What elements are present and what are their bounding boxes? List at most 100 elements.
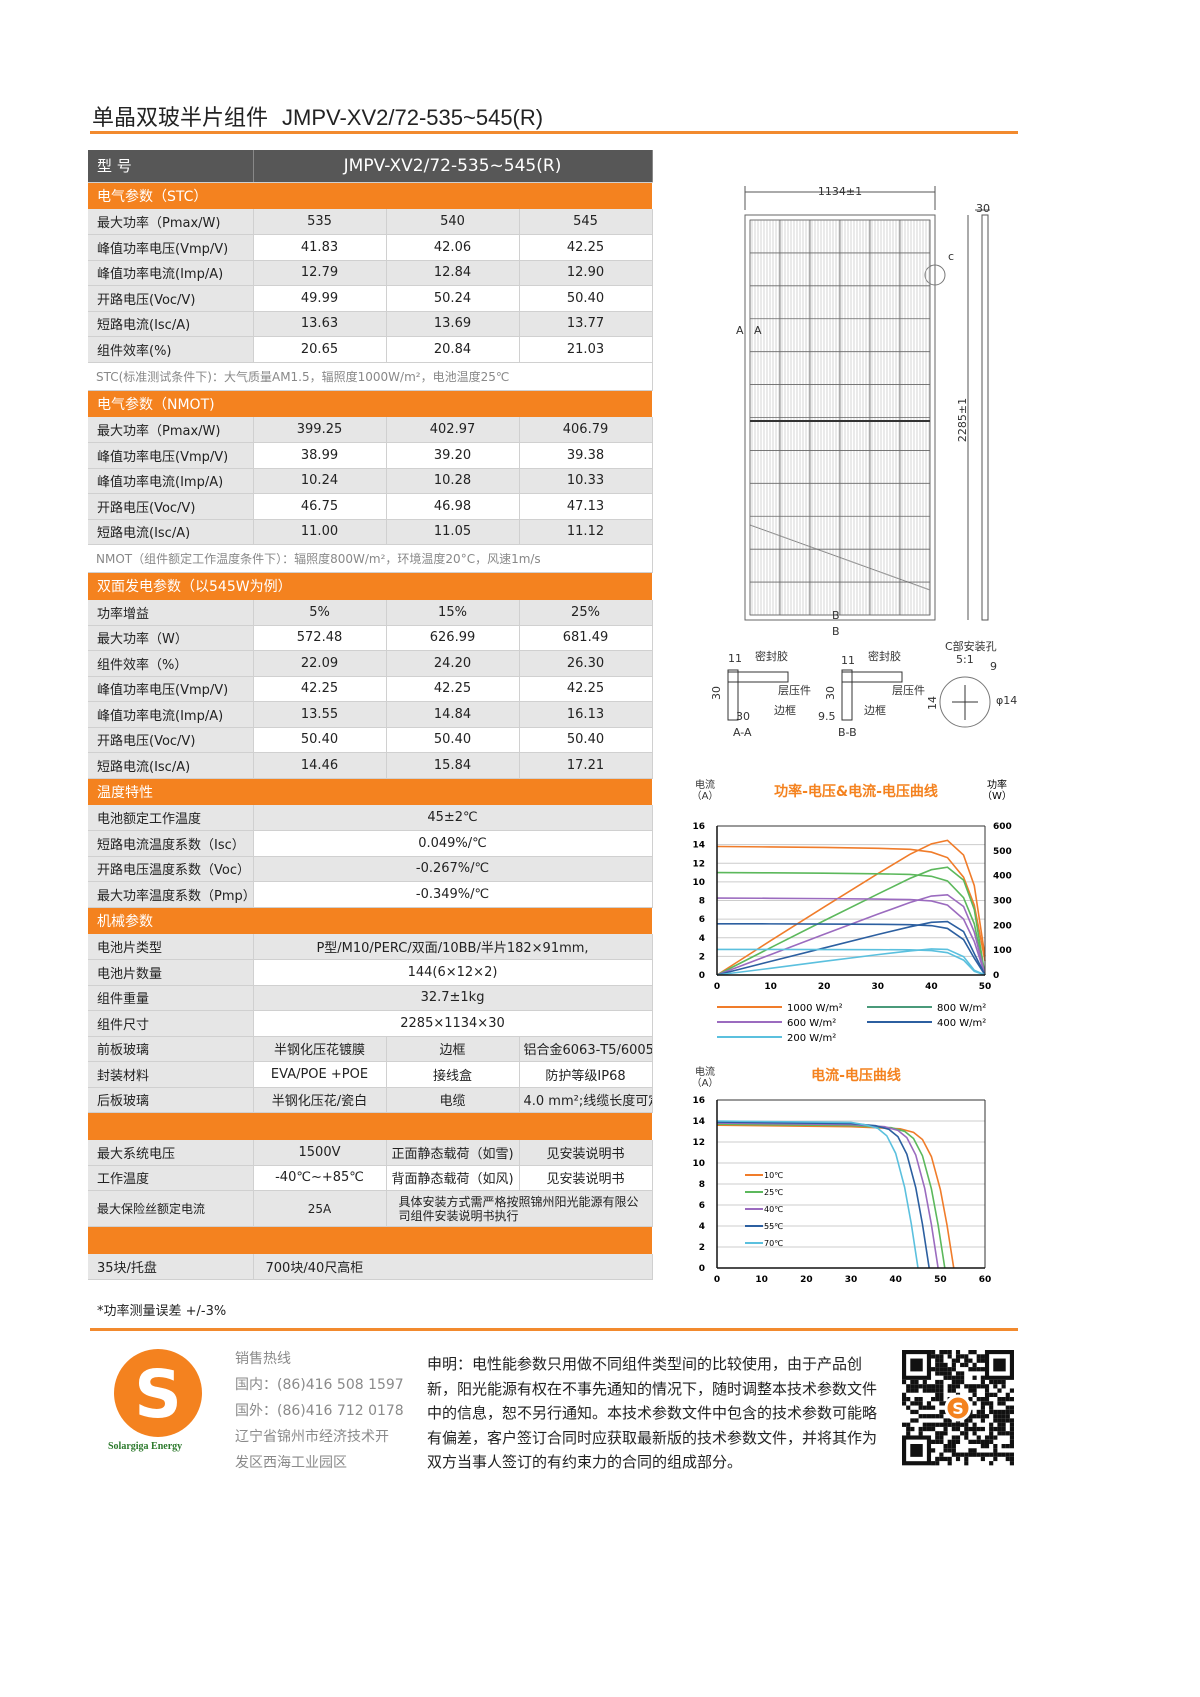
y-tick-label: 16 bbox=[692, 822, 705, 832]
cell-value: 38.99 bbox=[253, 442, 387, 469]
cell-value: 50.24 bbox=[386, 285, 520, 312]
y-tick-label: 0 bbox=[699, 1264, 705, 1274]
chart-title: 电流-电压曲线 bbox=[811, 1067, 901, 1084]
footnote: *功率测量误差 +/-3% bbox=[97, 1304, 227, 1319]
row-label: 峰值功率电压(Vmp/V) bbox=[88, 676, 254, 702]
cell-value: 11.05 bbox=[386, 519, 520, 545]
cell-value: 13.55 bbox=[253, 701, 387, 728]
section-a-left: A bbox=[736, 324, 744, 337]
row-label: 工作温度 bbox=[88, 1165, 254, 1191]
section-a-right: A bbox=[754, 324, 762, 337]
legend-label: 200 W/m² bbox=[787, 1033, 836, 1044]
foreign-phone: 国外：(86)416 712 0178 bbox=[235, 1403, 404, 1419]
cell-value: 16.13 bbox=[519, 701, 653, 728]
x-tick-label: 10 bbox=[755, 1275, 768, 1285]
table-row: 峰值功率电压(Vmp/V) 42.25 42.25 42.25 bbox=[88, 676, 653, 702]
table-row: 封装材料 EVA/POE +POE 接线盒 防护等级IP68 bbox=[88, 1061, 653, 1088]
cell-value: 15.84 bbox=[386, 752, 520, 779]
bb-label: B-B bbox=[838, 726, 857, 739]
bb-height: 30 bbox=[824, 686, 837, 700]
iv-curve bbox=[716, 1123, 946, 1269]
row-label: 开路电压(Voc/V) bbox=[88, 285, 254, 312]
power-curve bbox=[716, 866, 986, 976]
table-row: 峰值功率电流(Imp/A) 10.24 10.28 10.33 bbox=[88, 468, 653, 494]
cell-value: 温度特性 bbox=[88, 778, 653, 805]
cc-d1: 9 bbox=[990, 660, 997, 673]
cell-value: 406.79 bbox=[519, 417, 653, 443]
cell-value: 399.25 bbox=[253, 417, 387, 443]
cell-value: 50.40 bbox=[386, 727, 520, 753]
cc-title: C部安装孔 bbox=[945, 639, 997, 653]
y-tick-label: 12 bbox=[692, 1138, 705, 1148]
cell-value: 42.25 bbox=[519, 676, 653, 702]
x-tick-label: 40 bbox=[925, 982, 938, 992]
y2-tick-label: 0 bbox=[993, 971, 999, 981]
y2-axis-unit: （W） bbox=[982, 790, 1012, 802]
row-label: 峰值功率电压(Vmp/V) bbox=[88, 442, 254, 469]
table-row: 最大功率（Pmax/W) 399.25 402.97 406.79 bbox=[88, 417, 653, 443]
cell-value: 25% bbox=[519, 599, 653, 626]
cell-value: 防护等级IP68 bbox=[519, 1061, 653, 1088]
cell-value: NMOT（组件额定工作温度条件下）：辐照度800W/m²，环境温度20°C，风速… bbox=[88, 544, 653, 573]
cc-d2: 14 bbox=[926, 696, 939, 710]
legend-label: 40℃ bbox=[764, 1205, 783, 1214]
row-label: 组件尺寸 bbox=[88, 1010, 254, 1037]
table-row: 电池额定工作温度 45±2℃ bbox=[88, 805, 653, 831]
legend-label: 600 W/m² bbox=[787, 1018, 836, 1029]
legend-label: 70℃ bbox=[764, 1239, 783, 1248]
y-tick-label: 12 bbox=[692, 859, 705, 869]
table-row: 峰值功率电压(Vmp/V) 41.83 42.06 42.25 bbox=[88, 234, 653, 261]
detail-c-label: c bbox=[948, 250, 954, 263]
row-label: 35块/托盘 bbox=[88, 1253, 254, 1280]
cell-value: 13.69 bbox=[386, 311, 520, 337]
y2-tick-label: 300 bbox=[993, 897, 1012, 907]
bb-depth: 9.5 bbox=[818, 710, 836, 723]
row-label: 组件重量 bbox=[88, 985, 254, 1011]
y2-tick-label: 400 bbox=[993, 872, 1012, 882]
cell-value: 32.7±1kg bbox=[253, 985, 653, 1011]
x-tick-label: 60 bbox=[979, 1275, 992, 1285]
y-tick-label: 10 bbox=[692, 1159, 705, 1169]
power-curve bbox=[716, 893, 986, 976]
iv-curve bbox=[716, 1124, 955, 1269]
x-tick-label: 30 bbox=[845, 1275, 858, 1285]
row-label: 组件效率（%） bbox=[88, 650, 254, 677]
row-label: 电池片类型 bbox=[88, 934, 254, 960]
row-label: 最大功率（Pmax/W) bbox=[88, 209, 254, 235]
cell-value: 半钢化压花/瓷白 bbox=[253, 1087, 387, 1113]
cell-value: 半钢化压花镀膜 bbox=[253, 1036, 387, 1062]
qr-code[interactable]: S bbox=[902, 1350, 1014, 1466]
table-row: 最大功率温度系数（Pmp） -0.349%/℃ bbox=[88, 881, 653, 908]
row-label: 电池额定工作温度 bbox=[88, 805, 254, 831]
cell-value bbox=[88, 1112, 653, 1140]
section-header bbox=[88, 1112, 653, 1140]
table-row: 组件尺寸 2285×1134×30 bbox=[88, 1010, 653, 1037]
row-label: 短路电流(Isc/A) bbox=[88, 519, 254, 545]
aa-depth: 30 bbox=[736, 710, 750, 723]
row-label: 电池片数量 bbox=[88, 959, 254, 986]
table-row: 组件效率（%） 22.09 24.20 26.30 bbox=[88, 650, 653, 677]
cell-value: 20.84 bbox=[386, 336, 520, 363]
cell-value: 572.48 bbox=[253, 625, 387, 651]
current-curve bbox=[716, 897, 986, 976]
cell-value: 接线盒 bbox=[386, 1061, 520, 1088]
cell-value: 双面发电参数（以545W为例） bbox=[88, 572, 653, 600]
cell-value: 41.83 bbox=[253, 234, 387, 261]
cell-value: 见安装说明书 bbox=[519, 1139, 653, 1166]
address-line-2: 发区西海工业园区 bbox=[235, 1455, 347, 1471]
y-tick-label: 14 bbox=[692, 1117, 705, 1127]
cell-value: 机械参数 bbox=[88, 907, 653, 934]
cell-value: 42.25 bbox=[386, 676, 520, 702]
cell-value: 0.049%/℃ bbox=[253, 830, 653, 857]
y-tick-label: 0 bbox=[699, 971, 705, 981]
x-tick-label: 20 bbox=[818, 982, 831, 992]
cell-value: 626.99 bbox=[386, 625, 520, 651]
table-row: 开路电压温度系数（Voc） -0.267%/℃ bbox=[88, 856, 653, 882]
spec-table: 型 号 JMPV-XV2/72-535~545(R) 电气参数（STC） 最大功率（… bbox=[88, 150, 653, 1280]
y-axis-label: 电流 bbox=[695, 778, 715, 791]
cell-value: 14.84 bbox=[386, 701, 520, 728]
table-row: 电池片类型 P型/M10/PERC/双面/10BB/半片182×91mm, bbox=[88, 934, 653, 960]
svg-text:S: S bbox=[952, 1399, 964, 1418]
